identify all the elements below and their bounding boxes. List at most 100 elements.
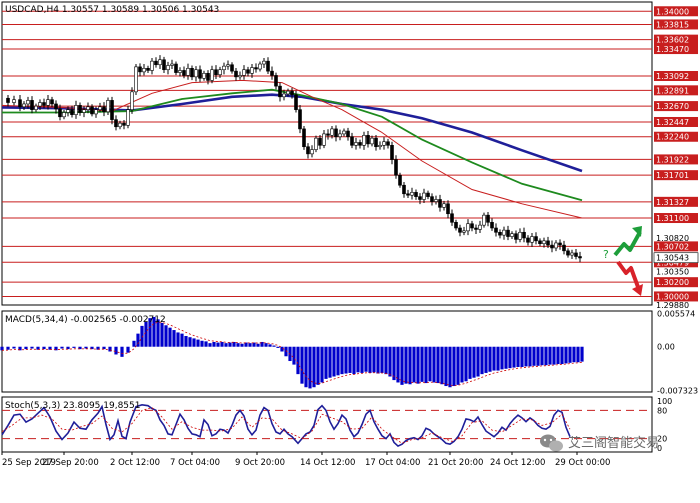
macd-bar: [196, 339, 200, 347]
price-level-tag: [654, 154, 698, 165]
candle-body: [290, 90, 294, 95]
macd-bar: [84, 346, 88, 349]
candle-body: [534, 236, 538, 242]
macd-bar: [188, 337, 192, 347]
price-level-tag: [654, 277, 698, 288]
macd-bar: [160, 322, 164, 347]
candle-body: [174, 63, 178, 73]
stoch-tick-label: 80: [657, 406, 667, 415]
macd-bar: [496, 346, 500, 371]
candle-body: [150, 60, 154, 71]
price-tick-label: 1.29880: [656, 301, 689, 310]
price-tick-label: 1.34000: [656, 7, 689, 16]
macd-bar: [576, 346, 580, 363]
macd-bar: [220, 341, 224, 347]
candle-body: [506, 229, 510, 237]
candle-body: [470, 223, 474, 229]
macd-bar: [308, 346, 312, 389]
candle-body: [82, 109, 86, 113]
candle-body: [58, 108, 62, 118]
candle-body: [426, 192, 430, 197]
macd-bar: [252, 342, 256, 347]
macd-bar: [96, 346, 100, 350]
candle-body: [46, 99, 50, 106]
candle-body: [298, 109, 302, 130]
macd-bar: [168, 327, 172, 347]
macd-tick-label: -0.007323: [657, 386, 698, 395]
candle-body: [258, 63, 262, 70]
price-tick-label: 1.30000: [656, 292, 689, 301]
macd-bar: [126, 346, 130, 353]
macd-bar: [372, 346, 376, 373]
macd-bar: [228, 342, 232, 347]
macd-bar: [416, 346, 420, 384]
candle-body: [282, 93, 286, 98]
moving-average-line: [1, 79, 583, 219]
macd-bar: [284, 346, 288, 357]
macd-bar: [204, 341, 208, 347]
panel-frame: [1, 1, 653, 306]
candle-body: [578, 256, 582, 259]
time-tick-label: 17 Oct 04:00: [365, 458, 420, 468]
macd-bar: [24, 346, 28, 350]
candle-body: [566, 250, 570, 256]
arrow-down-head: [632, 284, 643, 296]
candle-body: [278, 85, 282, 98]
macd-bar: [66, 346, 70, 350]
macd-bar: [30, 346, 34, 349]
macd-bar: [516, 346, 520, 367]
macd-bar: [54, 346, 58, 351]
candle-body: [514, 233, 518, 240]
candle-body: [238, 75, 242, 78]
candle-body: [202, 72, 206, 79]
price-level-tag: [654, 131, 698, 142]
macd-bar: [548, 346, 552, 365]
macd-bar: [352, 346, 356, 375]
macd-bar: [400, 346, 404, 385]
candle-body: [314, 137, 318, 150]
candle-body: [546, 240, 550, 246]
candle-body: [450, 213, 454, 223]
candle-body: [374, 137, 378, 148]
macd-bar: [396, 346, 400, 383]
candle-body: [178, 70, 182, 73]
candle-body: [50, 99, 54, 105]
price-level-tag: [654, 6, 698, 17]
candle-body: [246, 69, 250, 74]
stoch-lines: [1, 403, 571, 448]
candle-body: [194, 69, 198, 78]
candle-body: [186, 68, 190, 76]
price-level-tag: [654, 196, 698, 207]
price-level-tag: [654, 101, 698, 112]
candle-body: [394, 159, 398, 176]
price-tick-label: 1.30820: [656, 234, 689, 243]
price-level-tag: [654, 241, 698, 252]
macd-bar: [360, 346, 364, 373]
price-level-tag: [654, 85, 698, 96]
candle-body: [310, 149, 314, 155]
macd-bar: [488, 346, 492, 372]
macd-bar: [156, 319, 160, 347]
candle-body: [42, 102, 46, 106]
candle-body: [510, 233, 514, 237]
candle-body: [390, 145, 394, 160]
macd-bar: [42, 346, 46, 350]
macd-bar: [452, 346, 456, 387]
candle-body: [114, 119, 118, 128]
candle-body: [30, 100, 34, 110]
candle-body: [34, 105, 38, 110]
macd-bar: [300, 346, 304, 384]
price-panel-title: USDCAD,H4 1.30557 1.30589 1.30506 1.3054…: [5, 5, 219, 15]
macd-bar: [532, 346, 536, 366]
macd-bar: [280, 346, 284, 352]
time-tick-label: 21 Oct 20:00: [428, 458, 483, 468]
macd-bar: [356, 346, 360, 373]
macd-bar: [312, 346, 316, 388]
candle-body: [190, 68, 194, 78]
macd-bar: [296, 346, 300, 375]
candle-body: [378, 145, 382, 148]
